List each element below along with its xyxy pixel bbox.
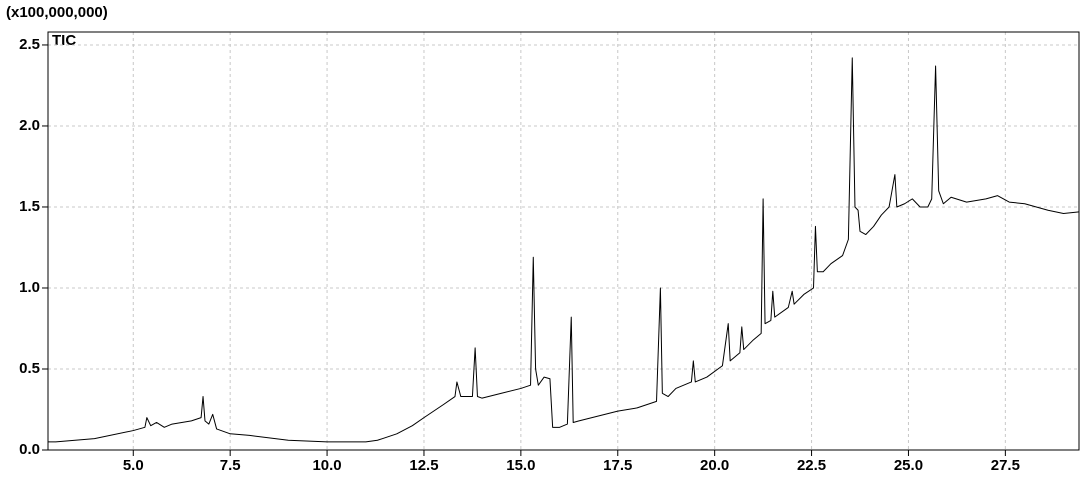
x-tick-label: 12.5	[409, 457, 438, 474]
plot-frame	[47, 31, 1080, 451]
x-tick-label: 7.5	[220, 457, 241, 474]
x-tick-label: 5.0	[123, 457, 144, 474]
y-tick-label: 0.5	[19, 360, 40, 377]
x-tick-label: 27.5	[991, 457, 1020, 474]
y-tick-label: 1.5	[19, 198, 40, 215]
x-tick-label: 25.0	[894, 457, 923, 474]
x-tick-label: 20.0	[700, 457, 729, 474]
x-tick-label: 17.5	[603, 457, 632, 474]
x-tick-label: 15.0	[506, 457, 535, 474]
y-tick-label: 1.0	[19, 279, 40, 296]
trace-line	[48, 57, 1080, 443]
x-tick-label: 22.5	[797, 457, 826, 474]
chart-title: (x100,000,000)	[6, 4, 108, 21]
y-tick-label: 0.0	[19, 441, 40, 458]
y-tick-label: 2.0	[19, 117, 40, 134]
trace-label: TIC	[52, 32, 76, 49]
x-tick-label: 10.0	[312, 457, 341, 474]
y-tick-label: 2.5	[19, 36, 40, 53]
